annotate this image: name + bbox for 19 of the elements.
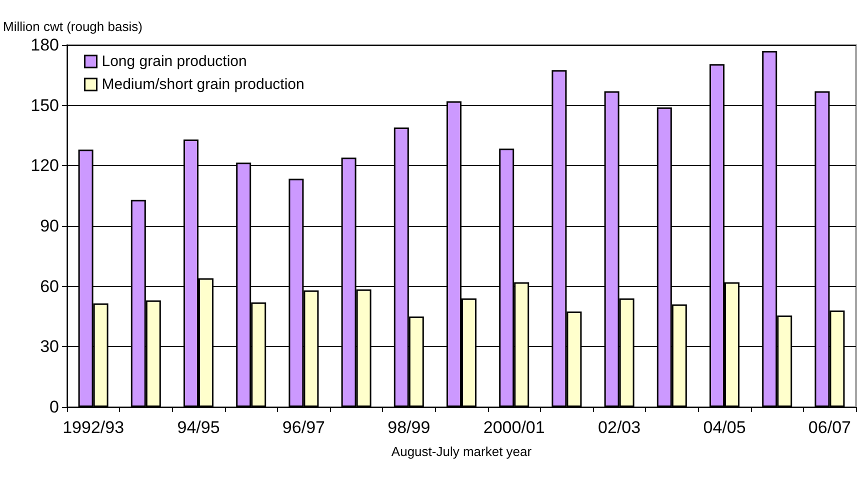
x-tick-label: 2000/01: [483, 418, 545, 437]
x-tick-label: 98/99: [388, 418, 430, 437]
x-tick-label: 1992/93: [62, 418, 124, 437]
x-tick-label: 02/03: [598, 418, 641, 437]
y-tick-label: 120: [30, 156, 59, 176]
y-tick-label: 180: [30, 36, 59, 54]
y-axis-title: Million cwt (rough basis): [3, 19, 142, 34]
x-tick-label: 04/05: [703, 418, 746, 437]
y-tick-label: 90: [40, 216, 59, 236]
y-tick-label: 150: [30, 96, 59, 115]
y-tick-label: 60: [40, 276, 59, 296]
y-tick-label: 0: [50, 398, 59, 416]
x-axis-title: August-July market year: [391, 444, 532, 459]
x-tick-label: 06/07: [808, 418, 851, 437]
y-tick-label: 30: [40, 337, 59, 356]
x-tick-label: 94/95: [177, 418, 220, 437]
legend-label: Medium/short grain production: [102, 76, 304, 93]
x-tick-label: 96/97: [282, 418, 325, 437]
legend-label: Long grain production: [102, 53, 247, 70]
